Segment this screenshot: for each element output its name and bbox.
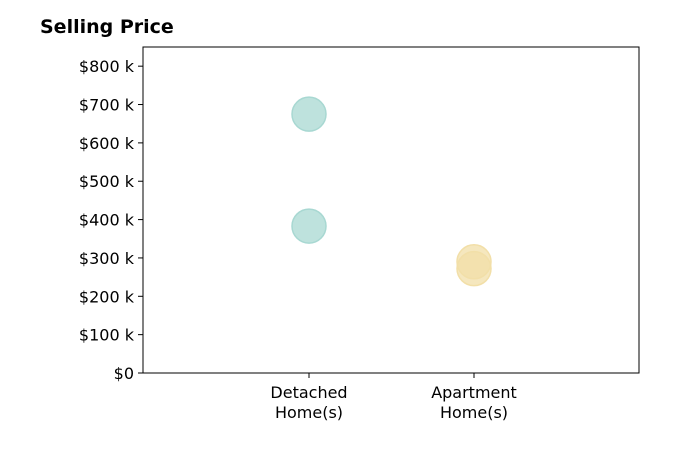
- y-tick-label: $200 k: [79, 287, 135, 306]
- y-axis: $0 $100 k $200 k $300 k $400 k $500 k $600 k $7…: [79, 57, 143, 383]
- x-tick-label: Detached: [270, 383, 347, 402]
- data-point: [456, 250, 492, 287]
- plot-frame: [142, 46, 640, 374]
- chart-title: Selling Price: [40, 16, 174, 38]
- y-tick-label: $300 k: [79, 249, 135, 268]
- data-point: [291, 208, 327, 244]
- x-tick-label: Apartment: [431, 383, 517, 402]
- y-tick-label: $800 k: [79, 57, 135, 76]
- data-point: [291, 96, 327, 132]
- y-tick-label: $100 k: [79, 326, 135, 345]
- y-tick-label: $0: [114, 364, 134, 383]
- y-tick-label: $500 k: [79, 172, 135, 191]
- y-tick-label: $400 k: [79, 211, 135, 230]
- data-points: [291, 96, 492, 287]
- x-tick-label: Home(s): [440, 403, 508, 422]
- y-tick-label: $700 k: [79, 96, 135, 115]
- x-tick-label: Home(s): [275, 403, 343, 422]
- y-tick-label: $600 k: [79, 134, 135, 153]
